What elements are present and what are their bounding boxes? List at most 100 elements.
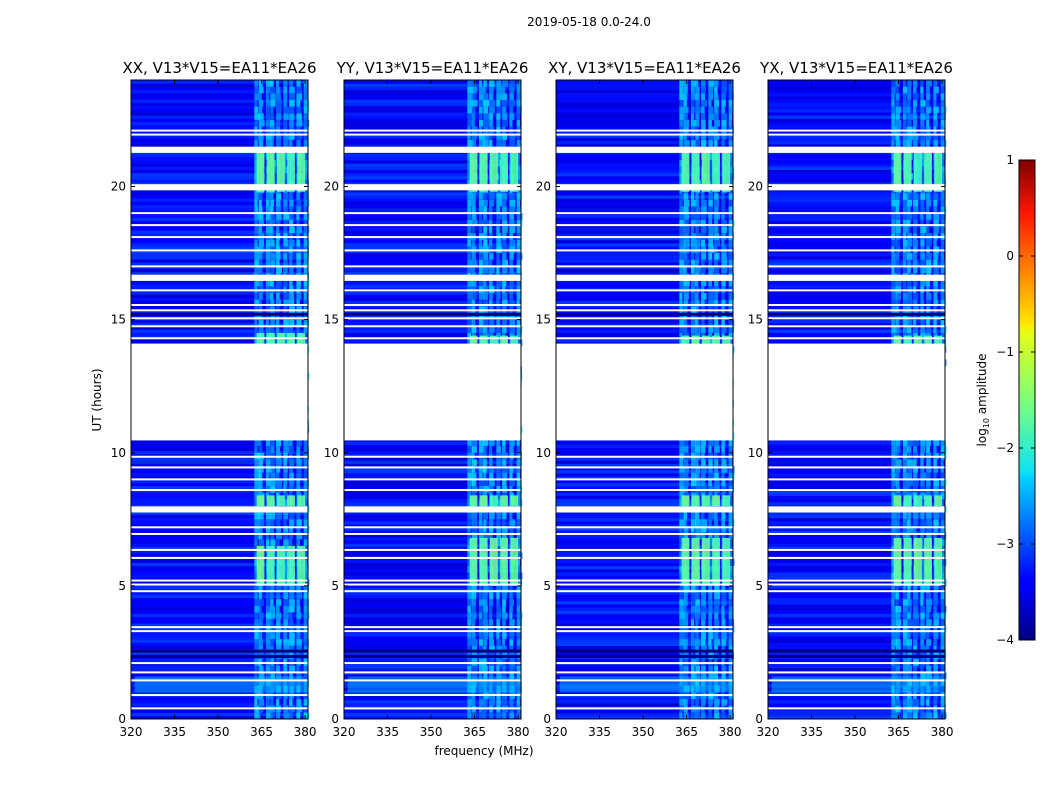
rfi-cell bbox=[483, 466, 487, 473]
rfi-cell bbox=[679, 332, 683, 340]
rfi-cell bbox=[695, 459, 699, 467]
heatmap-row bbox=[556, 143, 733, 148]
rfi-cell bbox=[303, 279, 310, 287]
rfi-cell bbox=[489, 446, 493, 453]
heatmap-row bbox=[131, 95, 308, 100]
rfi-cell bbox=[690, 293, 697, 300]
rfi-cell bbox=[516, 299, 520, 307]
rfi-cell bbox=[721, 672, 726, 680]
rfi-cell bbox=[516, 253, 523, 260]
heatmap-row bbox=[768, 99, 945, 103]
rfi-cell bbox=[926, 512, 932, 520]
rfi-cell bbox=[303, 612, 310, 620]
rfi-cell bbox=[265, 699, 270, 706]
rfi-cell bbox=[509, 439, 515, 447]
rfi-cell bbox=[701, 672, 707, 680]
rfi-cell bbox=[708, 199, 713, 207]
heatmap-row bbox=[131, 450, 308, 455]
rfi-cell bbox=[926, 279, 930, 287]
rfi-cell bbox=[471, 639, 478, 646]
rfi-cell bbox=[895, 459, 902, 467]
rfi-cell bbox=[296, 525, 301, 533]
flagged-row bbox=[768, 630, 945, 633]
rfi-cell bbox=[467, 665, 472, 673]
rfi-cell bbox=[714, 672, 718, 680]
rfi-cell bbox=[509, 139, 516, 147]
rfi-cell bbox=[489, 472, 494, 480]
rfi-cell bbox=[276, 472, 280, 480]
rfi-cell bbox=[509, 619, 515, 626]
rfi-cell bbox=[283, 139, 289, 147]
rfi-cell bbox=[920, 106, 925, 114]
rfi-cell bbox=[483, 645, 487, 653]
rfi-cell bbox=[276, 632, 281, 640]
rfi-cell bbox=[891, 499, 895, 506]
rfi-cell bbox=[296, 679, 301, 686]
data-gap bbox=[556, 343, 733, 440]
rfi-cell bbox=[683, 685, 690, 693]
rfi-cell bbox=[920, 279, 926, 287]
heatmap-row bbox=[768, 472, 945, 477]
heatmap-row bbox=[344, 715, 521, 720]
rfi-cell bbox=[891, 612, 897, 620]
rfi-cell bbox=[489, 612, 493, 620]
rfi-cell bbox=[478, 459, 485, 467]
dark-row bbox=[344, 654, 521, 658]
rfi-cell bbox=[728, 219, 735, 227]
rfi-cell bbox=[695, 253, 700, 260]
heatmap-row bbox=[556, 255, 733, 260]
rfi-cell bbox=[467, 239, 471, 247]
rfi-cell bbox=[714, 459, 719, 467]
rfi-cell bbox=[679, 326, 685, 333]
rfi-cell bbox=[296, 326, 300, 333]
rfi-cell bbox=[467, 679, 472, 686]
heatmap-row bbox=[768, 712, 945, 717]
rfi-cell bbox=[679, 492, 684, 500]
rfi-cell bbox=[679, 293, 683, 300]
rfi-cell bbox=[516, 539, 522, 546]
bright-band bbox=[489, 151, 498, 192]
rfi-cell bbox=[270, 312, 276, 320]
x-tick-label: 380 bbox=[294, 725, 317, 739]
heatmap-row bbox=[556, 453, 733, 458]
heatmap-row bbox=[344, 584, 521, 589]
rfi-cell bbox=[467, 632, 472, 640]
bright-band bbox=[924, 537, 932, 586]
rfi-cell bbox=[728, 565, 733, 573]
heatmap-row bbox=[556, 658, 733, 662]
rfi-cell bbox=[254, 239, 258, 247]
rfi-cell bbox=[714, 479, 720, 487]
rfi-cell bbox=[478, 532, 485, 540]
rfi-cell bbox=[895, 326, 901, 333]
rfi-cell bbox=[714, 293, 719, 300]
rfi-cell bbox=[679, 679, 683, 686]
rfi-cell bbox=[478, 519, 483, 526]
rfi-cell bbox=[913, 519, 919, 526]
heatmap-row bbox=[768, 453, 945, 458]
rfi-cell bbox=[701, 259, 705, 267]
rfi-cell bbox=[891, 639, 898, 646]
flagged-row bbox=[768, 507, 945, 513]
rfi-cell bbox=[283, 439, 289, 447]
rfi-cell bbox=[926, 612, 930, 620]
rfi-cell bbox=[891, 645, 895, 653]
rfi-cell bbox=[254, 699, 258, 706]
rfi-cell bbox=[940, 625, 947, 633]
rfi-cell bbox=[728, 645, 734, 653]
rfi-cell bbox=[489, 639, 495, 646]
rfi-cell bbox=[509, 86, 515, 94]
rfi-cell bbox=[478, 585, 483, 593]
rfi-cell bbox=[891, 532, 897, 540]
heatmap-row bbox=[131, 166, 308, 170]
rfi-cell bbox=[502, 259, 509, 267]
rfi-cell bbox=[270, 665, 275, 673]
rfi-cell bbox=[683, 585, 690, 593]
rfi-cell bbox=[902, 239, 908, 247]
rfi-cell bbox=[258, 266, 263, 274]
flagged-row bbox=[768, 489, 945, 492]
rfi-cell bbox=[502, 80, 509, 87]
rfi-cell bbox=[283, 499, 288, 506]
rfi-cell bbox=[708, 259, 712, 267]
